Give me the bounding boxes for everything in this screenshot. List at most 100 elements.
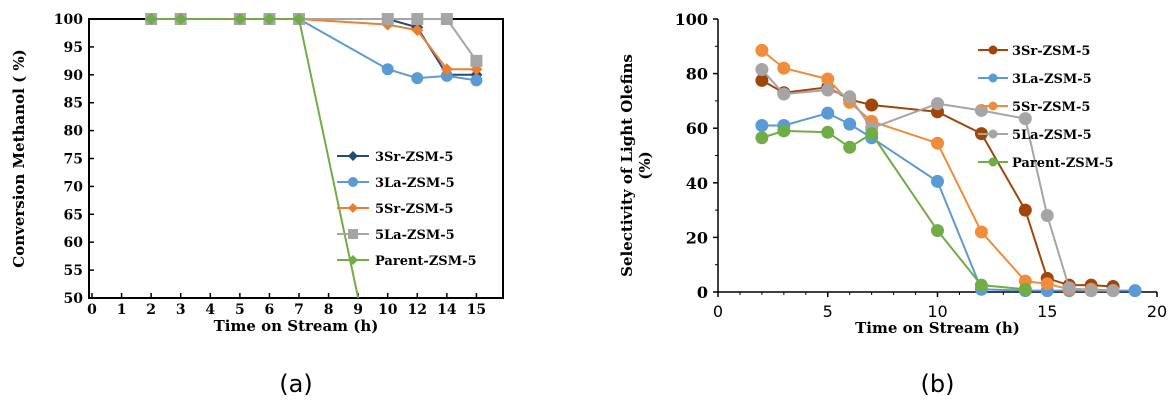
series-line [151,19,358,298]
data-point [441,13,453,25]
x-tick-label-a: 8 [324,302,334,318]
data-point [821,83,834,96]
y-tick-label-b: 100 [675,10,708,29]
panel-label-a: (a) [279,370,312,398]
data-point [755,44,768,57]
x-tick-label-b: 20 [1147,302,1167,321]
x-tick-label-a: 0 [87,302,97,318]
x-axis-label-b: Time on Stream (h) [855,319,1020,337]
data-point [975,279,988,292]
x-tick-label-a: 3 [176,302,186,318]
y-tick-label-b: 0 [697,283,708,302]
x-tick-label-a: 10 [378,302,398,318]
y-axis-label-b-line2: (%) [636,151,654,179]
legend-marker-b [989,46,998,55]
data-point [777,88,790,101]
data-point [843,90,856,103]
data-point [777,124,790,137]
y-tick-label-a: 90 [64,68,84,84]
y-tick-label-a: 100 [54,12,83,28]
x-tick-label-a: 14 [437,302,457,318]
data-point [865,98,878,111]
y-tick-label-a: 95 [64,40,83,56]
legend-label-a: 3La-ZSM-5 [375,176,455,191]
series-line [151,19,476,80]
y-tick-label-a: 80 [64,124,84,140]
legend-marker-b [989,158,998,167]
data-point [843,118,856,131]
legend-label-a: Parent-ZSM-5 [375,254,477,269]
legend-label-a: 5La-ZSM-5 [375,228,455,243]
data-point [755,119,768,132]
data-point [1019,283,1032,296]
y-tick-label-b: 40 [686,174,708,193]
y-tick-label-b: 20 [686,228,708,247]
data-point [755,63,768,76]
series-line [151,19,476,61]
data-point [1041,209,1054,222]
legend-label-b: 3La-ZSM-5 [1012,72,1092,87]
x-tick-label-b: 5 [823,302,833,321]
x-tick-label-a: 6 [265,302,275,318]
x-tick-label-a: 1 [117,302,127,318]
legend-label-a: 5Sr-ZSM-5 [375,202,453,217]
series-a-5sr-zsm-5 [145,13,482,75]
legend-label-b: 5La-ZSM-5 [1012,128,1092,143]
legend-label-b: 5Sr-ZSM-5 [1012,100,1090,115]
chart-b: 0 5 10 15 20 0 20 40 60 80 100 Time on Stream (h) Se… [618,10,1167,398]
y-tick-label-b: 80 [686,65,708,84]
legend-marker-b [989,130,998,139]
legend-marker-a [348,151,358,161]
y-tick-label-a: 65 [64,207,83,223]
data-point [865,127,878,140]
data-point [931,97,944,110]
y-tick-label-a: 55 [64,263,83,279]
series-line [762,131,1025,289]
legend-marker-b [989,74,998,83]
x-tick-label-b: 0 [713,302,723,321]
x-tick-label-a: 7 [294,302,304,318]
x-tick-label-a: 4 [205,302,215,318]
legend-label-b: 3Sr-ZSM-5 [1012,44,1090,59]
data-point [931,137,944,150]
data-point [382,13,394,25]
y-tick-label-a: 50 [64,291,84,307]
legend-marker-a [348,229,358,239]
data-point [382,63,394,75]
series-a-5la-zsm-5 [145,13,482,67]
y-tick-label-a: 60 [64,235,84,251]
data-point [777,62,790,75]
data-point [411,13,423,25]
x-tick-label-a: 2 [146,302,156,318]
data-point [470,74,482,86]
data-point [1107,284,1120,297]
x-tick-label-a: 9 [353,302,363,318]
data-point [1041,277,1054,290]
y-axis-label-a: Conversion Methanol ( %) [10,49,28,268]
data-point [821,107,834,120]
x-tick-label-a: 5 [235,302,245,318]
panel-label-b: (b) [921,370,955,398]
chart-a: 0 1 2 3 4 5 6 7 8 9 10 12 14 155055606570758085909510… [10,12,503,398]
legend-marker-a [348,203,358,213]
legend-marker-b [989,102,998,111]
data-point [411,72,423,84]
data-point [755,131,768,144]
y-tick-label-a: 70 [64,179,84,195]
data-point [931,175,944,188]
y-tick-label-a: 85 [64,96,83,112]
data-point [975,225,988,238]
y-axis-label-b-line1: Selectivity of Light Olefins [618,54,636,277]
data-point [1063,281,1076,294]
data-point [843,141,856,154]
data-point [931,224,944,237]
x-axis-label-a: Time on Stream (h) [214,317,379,335]
data-point [1085,284,1098,297]
x-tick-label-b: 15 [1037,302,1057,321]
x-tick-label-a: 15 [467,302,486,318]
data-point [821,126,834,139]
legend-label-b: Parent-ZSM-5 [1012,156,1114,171]
legend-marker-a [348,177,358,187]
data-point [1129,284,1142,297]
